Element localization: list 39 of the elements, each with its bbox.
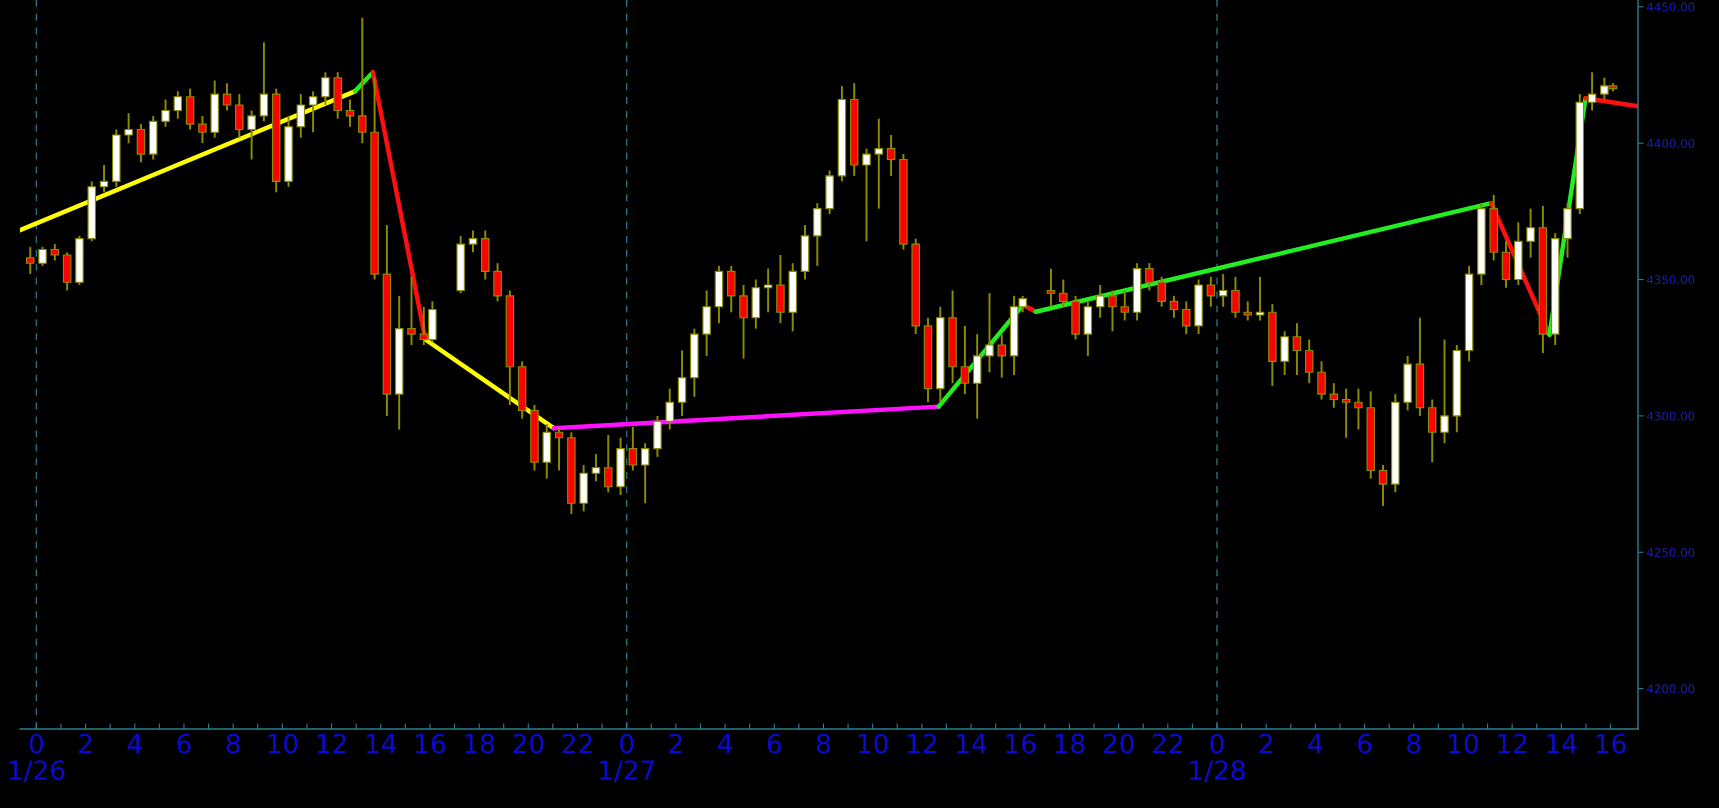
x-tick-label: 8 bbox=[816, 733, 831, 754]
x-tick-label: 12 bbox=[317, 733, 346, 754]
y-tick-label: 4350.00 bbox=[1646, 275, 1695, 285]
x-tick-label: 10 bbox=[858, 733, 888, 754]
x-tick-label: 14 bbox=[957, 733, 987, 754]
x-tick-label: 4 bbox=[1308, 733, 1323, 754]
x-tick-label: 12 bbox=[1498, 733, 1527, 754]
y-tick-label: 4450.00 bbox=[1646, 2, 1695, 12]
y-tick-label: 4250.00 bbox=[1646, 548, 1695, 557]
x-tick-label: 0 1/27 bbox=[599, 733, 655, 783]
x-tick-label: 6 bbox=[767, 733, 782, 754]
x-tick-label: 2 bbox=[669, 733, 682, 754]
x-tick-label: 20 bbox=[513, 733, 544, 754]
x-tick-label: 8 bbox=[226, 733, 240, 754]
x-tick-label: 4 bbox=[127, 733, 142, 754]
y-tick-label: 4300.00 bbox=[1646, 411, 1695, 421]
x-tick-label: 6 bbox=[1358, 733, 1372, 754]
y-tick-label: 4400.00 bbox=[1646, 138, 1695, 148]
x-tick-label: 22 bbox=[562, 733, 592, 754]
x-tick-label: 18 bbox=[465, 733, 495, 754]
x-tick-label: 6 bbox=[177, 733, 191, 754]
x-tick-label: 22 bbox=[1152, 733, 1182, 754]
x-tick-label: 8 bbox=[1407, 733, 1421, 754]
x-tick-label: 0 1/28 bbox=[1190, 733, 1245, 783]
y-tick-label: 4200.00 bbox=[1646, 684, 1695, 694]
x-tick-label: 12 bbox=[907, 733, 936, 754]
x-tick-label: 16 bbox=[416, 733, 446, 754]
x-tick-label: 14 bbox=[366, 733, 397, 754]
x-tick-label: 0 1/26 bbox=[9, 733, 65, 783]
x-tick-label: 10 bbox=[268, 733, 298, 754]
x-tick-label: 2 bbox=[1259, 733, 1272, 754]
x-tick-label: 4 bbox=[717, 733, 732, 754]
x-tick-label: 10 bbox=[1449, 733, 1478, 754]
x-tick-label: 16 bbox=[1006, 733, 1036, 754]
x-tick-label: 16 bbox=[1596, 733, 1626, 754]
x-tick-label: 14 bbox=[1547, 733, 1577, 754]
x-tick-label: 20 bbox=[1103, 733, 1134, 754]
x-tick-label: 18 bbox=[1055, 733, 1085, 754]
x-tick-label: 2 bbox=[79, 733, 92, 754]
